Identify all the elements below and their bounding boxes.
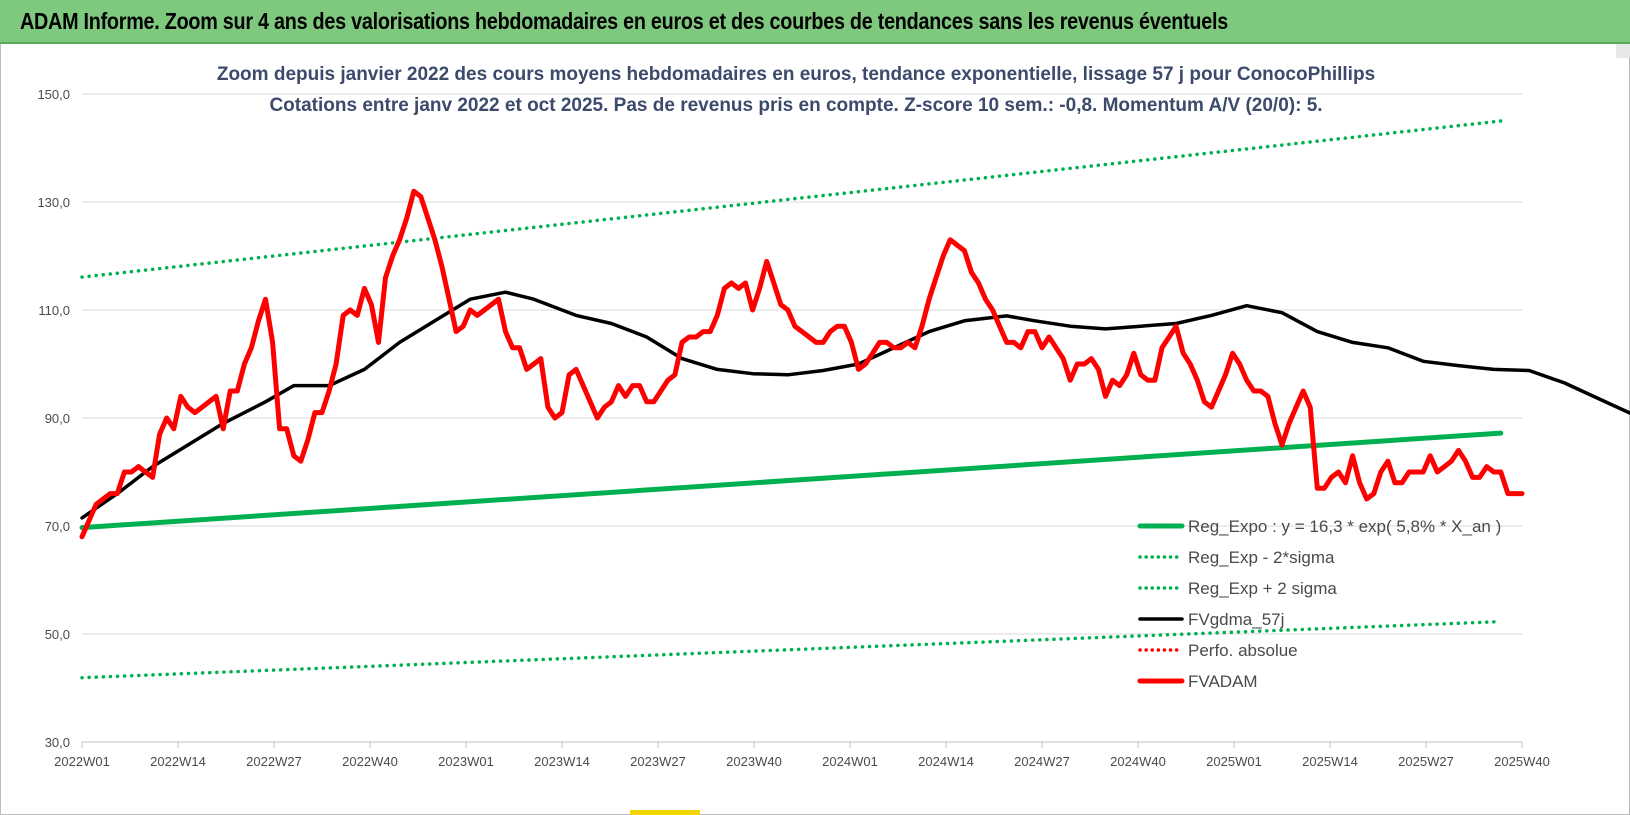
y-axis-ticks: 30,0 50,0 70,0 90,0 110,0 130,0 150,0 <box>37 87 70 750</box>
line-chart: Zoom depuis janvier 2022 des cours moyen… <box>37 64 1630 769</box>
x-axis-ticks: 2022W01 2022W14 2022W27 2022W40 2023W01 2023W… <box>54 742 1550 769</box>
legend-label: FVADAM <box>1188 672 1258 691</box>
x-tick-label: 2024W27 <box>1014 754 1070 769</box>
x-tick-label: 2025W27 <box>1398 754 1454 769</box>
chart-subtitle: Cotations entre janv 2022 et oct 2025. P… <box>269 95 1322 116</box>
series-line <box>79 430 1504 531</box>
legend-label: Reg_Expo : y = 16,3 * exp( 5,8% * X_an ) <box>1188 517 1501 536</box>
x-tick-label: 2025W01 <box>1206 754 1262 769</box>
series-line <box>79 188 1525 540</box>
x-tick-label: 2023W14 <box>534 754 590 769</box>
series-line <box>80 619 1503 680</box>
bottom-accent <box>630 810 700 815</box>
x-tick-label: 2025W14 <box>1302 754 1358 769</box>
x-tick-label: 2023W01 <box>438 754 494 769</box>
x-tick-label: 2025W40 <box>1494 754 1550 769</box>
legend-label: Reg_Exp + 2 sigma <box>1188 579 1337 598</box>
report-banner: ADAM Informe. Zoom sur 4 ans des valoris… <box>0 0 1630 44</box>
chart-title: Zoom depuis janvier 2022 des cours moyen… <box>217 64 1375 85</box>
y-tick-label: 130,0 <box>37 195 70 210</box>
y-tick-label: 30,0 <box>45 735 70 750</box>
x-tick-label: 2022W40 <box>342 754 398 769</box>
y-tick-label: 50,0 <box>45 627 70 642</box>
report-title: ADAM Informe. Zoom sur 4 ans des valoris… <box>20 8 1228 34</box>
series-line <box>80 290 1630 520</box>
legend-label: Reg_Exp - 2*sigma <box>1188 548 1335 567</box>
y-tick-label: 90,0 <box>45 411 70 426</box>
x-tick-label: 2022W27 <box>246 754 302 769</box>
x-tick-label: 2024W40 <box>1110 754 1166 769</box>
legend-label: Perfo. absolue <box>1188 641 1298 660</box>
x-tick-label: 2024W01 <box>822 754 878 769</box>
grid-lines <box>82 93 1522 743</box>
y-tick-label: 110,0 <box>38 303 70 318</box>
x-tick-label: 2023W40 <box>726 754 782 769</box>
series-line <box>80 119 1503 279</box>
legend: Reg_Expo : y = 16,3 * exp( 5,8% * X_an )… <box>1137 517 1501 691</box>
x-tick-label: 2022W14 <box>150 754 206 769</box>
x-tick-label: 2022W01 <box>54 754 110 769</box>
x-tick-label: 2023W27 <box>630 754 686 769</box>
legend-label: FVgdma_57j <box>1188 610 1284 629</box>
series-lines <box>79 119 1630 680</box>
corner-accent <box>1616 44 1630 58</box>
x-tick-label: 2024W14 <box>918 754 974 769</box>
y-tick-label: 70,0 <box>45 519 70 534</box>
y-tick-label: 150,0 <box>37 87 70 102</box>
